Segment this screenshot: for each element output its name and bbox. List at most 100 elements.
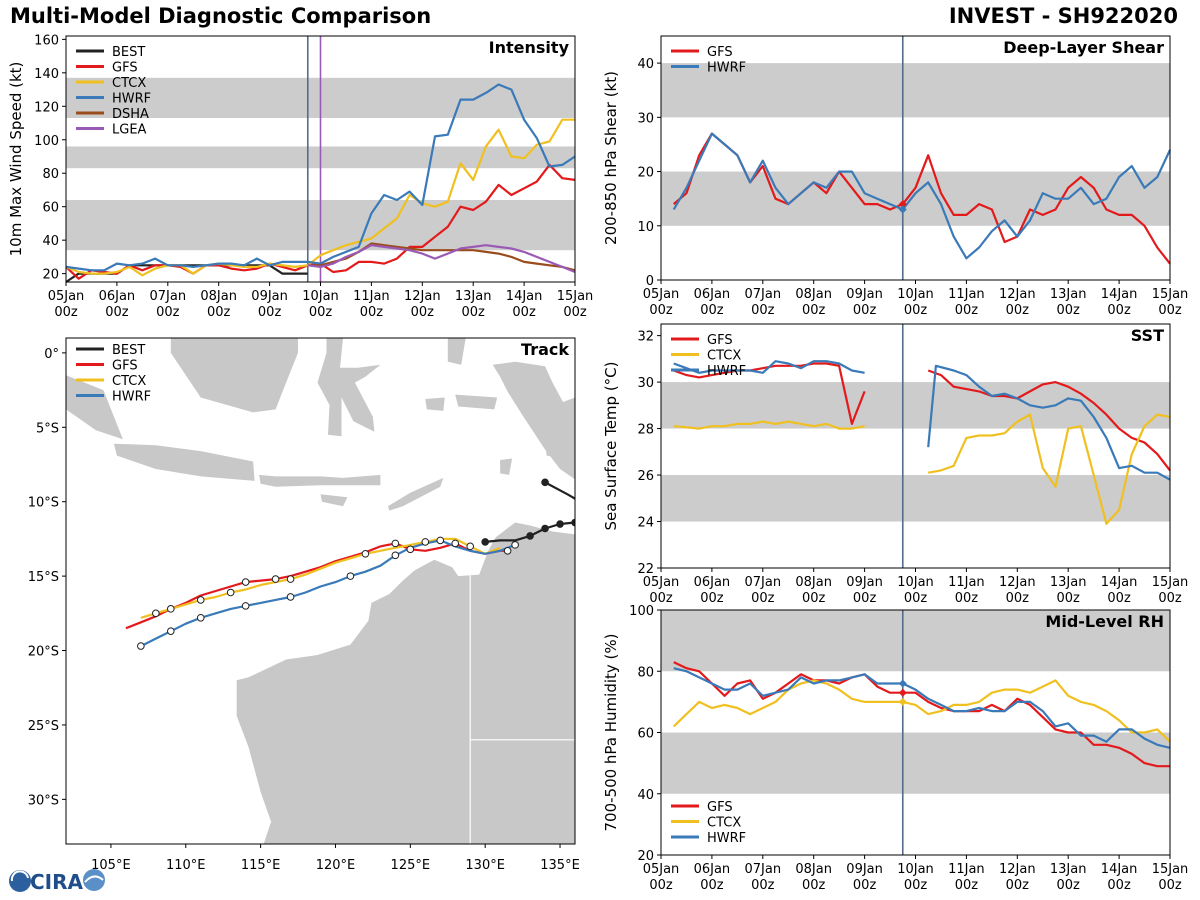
x-tick-day: 15Jan bbox=[1152, 862, 1189, 877]
x-tick-label: 14Jan 00z bbox=[1101, 287, 1138, 318]
x-tick-hour: 00z bbox=[904, 303, 928, 318]
x-tick-hour: 00z bbox=[802, 591, 826, 606]
track-point-hwrf bbox=[346, 572, 355, 580]
x-tick-hour: 00z bbox=[105, 305, 129, 320]
x-tick-hour: 00z bbox=[700, 591, 724, 606]
series-line-hwrf bbox=[672, 132, 1171, 260]
y-tick-label: 40 bbox=[637, 57, 654, 72]
x-tick-day: 09Jan bbox=[846, 287, 883, 302]
track-point-ctcx bbox=[286, 575, 295, 583]
x-tick-hour: 00z bbox=[258, 305, 282, 320]
x-tick-hour: 00z bbox=[700, 878, 724, 893]
x-tick-day: 14Jan bbox=[1101, 575, 1138, 590]
x-tick-day: 13Jan bbox=[455, 289, 492, 304]
land-borneo bbox=[170, 338, 298, 413]
map-x-tick-label: 120°E bbox=[316, 858, 356, 873]
map-x-tick-label: 115°E bbox=[241, 858, 281, 873]
init-marker bbox=[898, 679, 907, 688]
x-tick-hour: 00z bbox=[955, 591, 979, 606]
x-tick-label: 05Jan 00z bbox=[643, 287, 680, 318]
x-tick-day: 14Jan bbox=[1101, 862, 1138, 877]
panel-title: Deep-Layer Shear bbox=[1003, 38, 1164, 57]
x-tick-day: 11Jan bbox=[948, 575, 985, 590]
legend-label-gfs: GFS bbox=[707, 333, 733, 348]
legend-label-gfs: GFS bbox=[112, 359, 138, 374]
y-tick-label: 26 bbox=[637, 469, 654, 484]
x-tick-hour: 00z bbox=[649, 303, 673, 318]
threshold-band bbox=[661, 171, 1170, 226]
legend-label-ctcx: CTCX bbox=[112, 76, 146, 91]
land-java bbox=[113, 443, 255, 481]
track-point-hwrf bbox=[241, 602, 250, 610]
x-tick-label: 08Jan 00z bbox=[795, 862, 832, 893]
panel-title: Track bbox=[521, 340, 569, 359]
map-y-tick-label: 20°S bbox=[28, 645, 59, 660]
y-tick-label: 80 bbox=[42, 167, 59, 182]
x-tick-day: 14Jan bbox=[1101, 287, 1138, 302]
x-tick-day: 12Jan bbox=[404, 289, 441, 304]
x-tick-day: 15Jan bbox=[1152, 287, 1189, 302]
x-tick-label: 07Jan 00z bbox=[745, 862, 782, 893]
x-tick-label: 15Jan 00z bbox=[1152, 862, 1189, 893]
y-tick-label: 24 bbox=[637, 516, 654, 531]
x-tick-label: 11Jan 00z bbox=[948, 575, 985, 606]
y-tick-label: 32 bbox=[637, 330, 654, 345]
map-frame bbox=[65, 337, 576, 845]
land-tanimbar bbox=[500, 458, 513, 475]
y-axis-label: 700-500 hPa Humidity (%) bbox=[602, 633, 620, 831]
x-tick-label: 12Jan 00z bbox=[404, 289, 441, 320]
track-point-gfs bbox=[241, 578, 250, 586]
x-tick-label: 07Jan 00z bbox=[745, 575, 782, 606]
x-tick-label: 14Jan 00z bbox=[506, 289, 543, 320]
x-tick-hour: 00z bbox=[1107, 878, 1131, 893]
panel-track: 105°E 110°E 115°E 120°E 125°E 130°E 135°E 0° 5°S… bbox=[28, 337, 580, 873]
y-tick-label: 100 bbox=[34, 134, 59, 149]
track-point-gfs bbox=[406, 545, 415, 554]
x-tick-hour: 00z bbox=[904, 878, 928, 893]
track-point-hwrf bbox=[196, 613, 205, 622]
y-tick-label: 20 bbox=[637, 166, 654, 181]
track-point-hwrf bbox=[166, 627, 175, 635]
x-tick-day: 09Jan bbox=[251, 289, 288, 304]
storm-id-title: INVEST - SH922020 bbox=[948, 4, 1178, 28]
map-x-tick-label: 110°E bbox=[166, 858, 206, 873]
x-tick-day: 07Jan bbox=[150, 289, 187, 304]
x-tick-day: 07Jan bbox=[745, 862, 782, 877]
series-line-ctcx bbox=[928, 413, 1171, 525]
tracks bbox=[125, 478, 575, 650]
track-point-best bbox=[556, 520, 564, 528]
series-line-hwrf bbox=[673, 667, 1171, 749]
x-tick-hour: 00z bbox=[955, 878, 979, 893]
legend-label-gfs: GFS bbox=[707, 800, 733, 815]
y-tick-label: 60 bbox=[637, 727, 654, 742]
x-tick-hour: 00z bbox=[1057, 878, 1081, 893]
x-tick-hour: 00z bbox=[853, 878, 877, 893]
map-x-tick-label: 130°E bbox=[465, 858, 505, 873]
x-tick-label: 06Jan 00z bbox=[694, 575, 731, 606]
x-tick-hour: 00z bbox=[802, 878, 826, 893]
x-tick-label: 10Jan 00z bbox=[897, 575, 934, 606]
x-tick-day: 06Jan bbox=[694, 287, 731, 302]
x-tick-hour: 00z bbox=[1006, 303, 1030, 318]
x-tick-label: 05Jan 00z bbox=[48, 289, 85, 320]
x-tick-hour: 00z bbox=[853, 303, 877, 318]
y-tick-label: 40 bbox=[42, 234, 59, 249]
legend-label-best: BEST bbox=[112, 343, 145, 358]
x-tick-hour: 00z bbox=[853, 591, 877, 606]
x-tick-label: 15Jan 00z bbox=[1152, 575, 1189, 606]
x-tick-day: 05Jan bbox=[643, 575, 680, 590]
land-seram bbox=[455, 394, 498, 410]
x-tick-hour: 00z bbox=[1158, 591, 1182, 606]
x-tick-hour: 00z bbox=[751, 878, 775, 893]
legend-label-ctcx: CTCX bbox=[707, 816, 741, 831]
x-tick-label: 08Jan 00z bbox=[795, 575, 832, 606]
x-tick-hour: 00z bbox=[309, 305, 333, 320]
x-tick-day: 15Jan bbox=[1152, 575, 1189, 590]
x-tick-day: 08Jan bbox=[795, 287, 832, 302]
legend-label-hwrf: HWRF bbox=[112, 92, 151, 107]
track-point-ctcx bbox=[421, 538, 430, 546]
x-tick-label: 09Jan 00z bbox=[846, 287, 883, 318]
track-point-ctcx bbox=[226, 588, 235, 597]
